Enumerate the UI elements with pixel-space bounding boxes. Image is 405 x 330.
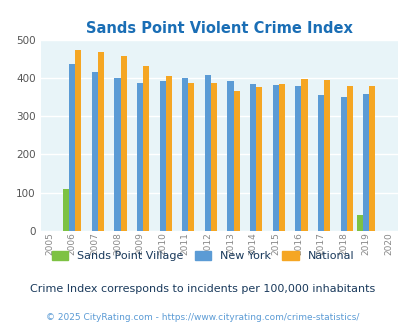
- Bar: [369, 86, 375, 231]
- Bar: [294, 86, 301, 231]
- Bar: [323, 80, 329, 231]
- Bar: [143, 66, 149, 231]
- Bar: [249, 84, 256, 231]
- Bar: [98, 52, 104, 231]
- Bar: [301, 79, 307, 231]
- Bar: [114, 78, 120, 231]
- Bar: [317, 95, 323, 231]
- Bar: [137, 83, 143, 231]
- Bar: [346, 85, 352, 231]
- Bar: [205, 75, 211, 231]
- Bar: [356, 215, 362, 231]
- Bar: [272, 85, 278, 231]
- Bar: [188, 83, 194, 231]
- Title: Sands Point Violent Crime Index: Sands Point Violent Crime Index: [85, 21, 352, 36]
- Bar: [159, 81, 165, 231]
- Bar: [63, 189, 69, 231]
- Bar: [69, 64, 75, 231]
- Text: © 2025 CityRating.com - https://www.cityrating.com/crime-statistics/: © 2025 CityRating.com - https://www.city…: [46, 313, 359, 322]
- Bar: [362, 94, 369, 231]
- Bar: [340, 97, 346, 231]
- Bar: [92, 72, 98, 231]
- Bar: [120, 56, 126, 231]
- Text: Crime Index corresponds to incidents per 100,000 inhabitants: Crime Index corresponds to incidents per…: [30, 284, 375, 294]
- Bar: [211, 83, 217, 231]
- Legend: Sands Point Village, New York, National: Sands Point Village, New York, National: [47, 247, 358, 266]
- Bar: [256, 87, 262, 231]
- Bar: [227, 81, 233, 231]
- Bar: [165, 76, 171, 231]
- Bar: [278, 84, 284, 231]
- Bar: [75, 50, 81, 231]
- Bar: [233, 90, 239, 231]
- Bar: [182, 78, 188, 231]
